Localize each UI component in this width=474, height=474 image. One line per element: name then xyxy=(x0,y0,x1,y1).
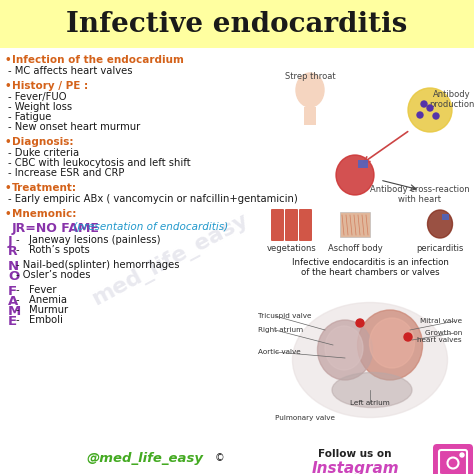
Text: med_life_easy: med_life_easy xyxy=(88,210,252,310)
Text: Treatment:: Treatment: xyxy=(12,183,77,193)
Text: Follow us on: Follow us on xyxy=(318,449,392,459)
Ellipse shape xyxy=(357,310,422,380)
Text: - Nail-bed(splinter) hemorrhages: - Nail-bed(splinter) hemorrhages xyxy=(16,260,180,270)
Text: - Fatigue: - Fatigue xyxy=(8,112,51,122)
Ellipse shape xyxy=(318,320,373,380)
Text: Growth on
heart valves: Growth on heart valves xyxy=(418,330,462,343)
Text: - Increase ESR and CRP: - Increase ESR and CRP xyxy=(8,168,124,178)
Text: Infective endocarditis is an infection
of the heart chambers or valves: Infective endocarditis is an infection o… xyxy=(292,258,448,277)
Circle shape xyxy=(421,101,427,107)
Text: Aortic valve: Aortic valve xyxy=(258,349,301,355)
Text: ©: © xyxy=(215,453,225,463)
Ellipse shape xyxy=(332,373,412,408)
Text: •: • xyxy=(5,55,12,65)
Circle shape xyxy=(417,112,423,118)
Text: - Duke criteria: - Duke criteria xyxy=(8,148,79,158)
Circle shape xyxy=(356,319,364,327)
Text: F: F xyxy=(8,285,17,298)
FancyBboxPatch shape xyxy=(340,212,370,237)
Text: - Fever/FUO: - Fever/FUO xyxy=(8,92,66,102)
FancyBboxPatch shape xyxy=(285,209,298,241)
Text: (presentation of endocarditis): (presentation of endocarditis) xyxy=(70,222,228,232)
Text: M: M xyxy=(8,305,21,318)
Circle shape xyxy=(460,453,464,457)
Text: - MC affects heart valves: - MC affects heart valves xyxy=(8,66,133,76)
Text: -   Emboli: - Emboli xyxy=(16,315,63,325)
Text: Diagnosis:: Diagnosis: xyxy=(12,137,73,147)
Text: Left atrium: Left atrium xyxy=(350,400,390,406)
FancyBboxPatch shape xyxy=(0,0,474,48)
Text: -   Janeway lesions (painless): - Janeway lesions (painless) xyxy=(16,235,161,245)
Circle shape xyxy=(427,105,433,111)
Ellipse shape xyxy=(292,302,447,418)
Text: Infection of the endocardium: Infection of the endocardium xyxy=(12,55,184,65)
Text: Infective endocarditis: Infective endocarditis xyxy=(66,10,408,37)
Text: Aschoff body: Aschoff body xyxy=(328,244,383,253)
Text: - Osler’s nodes: - Osler’s nodes xyxy=(16,270,91,280)
Text: -   Murmur: - Murmur xyxy=(16,305,68,315)
Text: Tricuspid valve: Tricuspid valve xyxy=(258,313,311,319)
Ellipse shape xyxy=(325,326,363,370)
Ellipse shape xyxy=(296,73,324,107)
FancyBboxPatch shape xyxy=(358,160,368,168)
Text: -   Anemia: - Anemia xyxy=(16,295,67,305)
Text: Right atrium: Right atrium xyxy=(258,327,303,333)
Text: Mitral valve: Mitral valve xyxy=(420,318,462,324)
Circle shape xyxy=(433,113,439,119)
Circle shape xyxy=(408,88,452,132)
Ellipse shape xyxy=(370,318,414,368)
Text: Mnemonic:: Mnemonic: xyxy=(12,209,76,219)
Text: E: E xyxy=(8,315,17,328)
Text: •: • xyxy=(5,209,12,219)
Text: Antibody cross-reaction
with heart: Antibody cross-reaction with heart xyxy=(370,185,470,204)
Text: History / PE :: History / PE : xyxy=(12,81,88,91)
Text: •: • xyxy=(5,81,12,91)
FancyBboxPatch shape xyxy=(304,107,316,125)
Text: - Weight loss: - Weight loss xyxy=(8,102,72,112)
Text: - Early empiric ABx ( vancomycin or nafcillin+gentamicin): - Early empiric ABx ( vancomycin or nafc… xyxy=(8,194,298,204)
Text: -   Roth’s spots: - Roth’s spots xyxy=(16,245,90,255)
Text: N: N xyxy=(8,260,19,273)
Text: - New onset heart murmur: - New onset heart murmur xyxy=(8,122,140,132)
Text: A: A xyxy=(8,295,18,308)
Circle shape xyxy=(404,333,412,341)
Text: pericarditis: pericarditis xyxy=(416,244,464,253)
Text: Strep throat: Strep throat xyxy=(285,72,335,81)
Ellipse shape xyxy=(336,155,374,195)
Text: •: • xyxy=(5,137,12,147)
Text: •: • xyxy=(5,183,12,193)
Text: - CBC with leukocytosis and left shift: - CBC with leukocytosis and left shift xyxy=(8,158,191,168)
Text: vegetations: vegetations xyxy=(267,244,317,253)
Ellipse shape xyxy=(428,210,453,238)
FancyBboxPatch shape xyxy=(299,209,312,241)
FancyBboxPatch shape xyxy=(442,214,449,220)
Text: O: O xyxy=(8,270,19,283)
Text: JR=NO FAME: JR=NO FAME xyxy=(12,222,100,235)
Text: J: J xyxy=(8,235,13,248)
Text: R: R xyxy=(8,245,18,258)
Text: @med_life_easy: @med_life_easy xyxy=(86,452,203,465)
Text: Pulmonary valve: Pulmonary valve xyxy=(275,415,335,421)
Text: Antibody
production: Antibody production xyxy=(429,90,474,109)
FancyBboxPatch shape xyxy=(271,209,284,241)
Text: Instagram: Instagram xyxy=(311,461,399,474)
FancyBboxPatch shape xyxy=(433,444,473,474)
Text: -   Fever: - Fever xyxy=(16,285,56,295)
